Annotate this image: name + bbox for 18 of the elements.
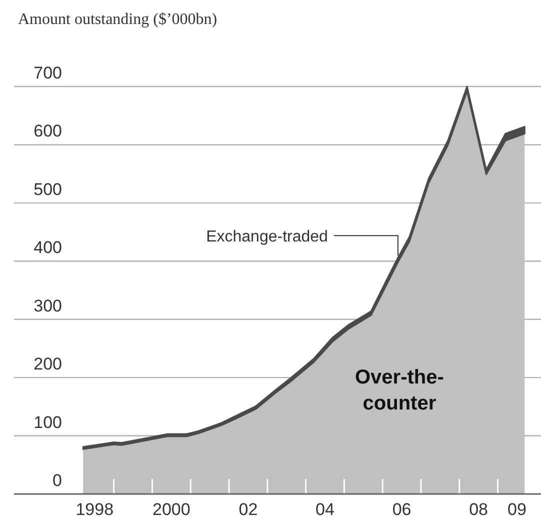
- x-tick-label: 02: [238, 500, 258, 519]
- y-tick-label: 400: [34, 238, 62, 258]
- y-tick-label: 100: [34, 412, 62, 432]
- x-tick-label: 06: [392, 500, 412, 519]
- y-tick-label: 700: [34, 64, 62, 82]
- y-tick-label: 300: [34, 296, 62, 316]
- chart-title: Amount outstanding ($’000bn): [18, 11, 218, 28]
- y-tick-label: 600: [34, 122, 62, 141]
- text: Exchange-traded: [206, 228, 328, 246]
- y-tick-label: 0: [52, 471, 62, 490]
- x-tick-label: 04: [316, 500, 334, 519]
- x-tick-label: 09: [508, 500, 526, 519]
- series-label: Over-the-counter: [355, 366, 444, 415]
- y-tick-label: 200: [34, 354, 62, 374]
- y-tick-label: 500: [34, 180, 62, 199]
- x-tick-label: 1998: [76, 500, 114, 519]
- x-tick-label: 08: [469, 500, 488, 519]
- x-tick-label: 2000: [152, 500, 190, 519]
